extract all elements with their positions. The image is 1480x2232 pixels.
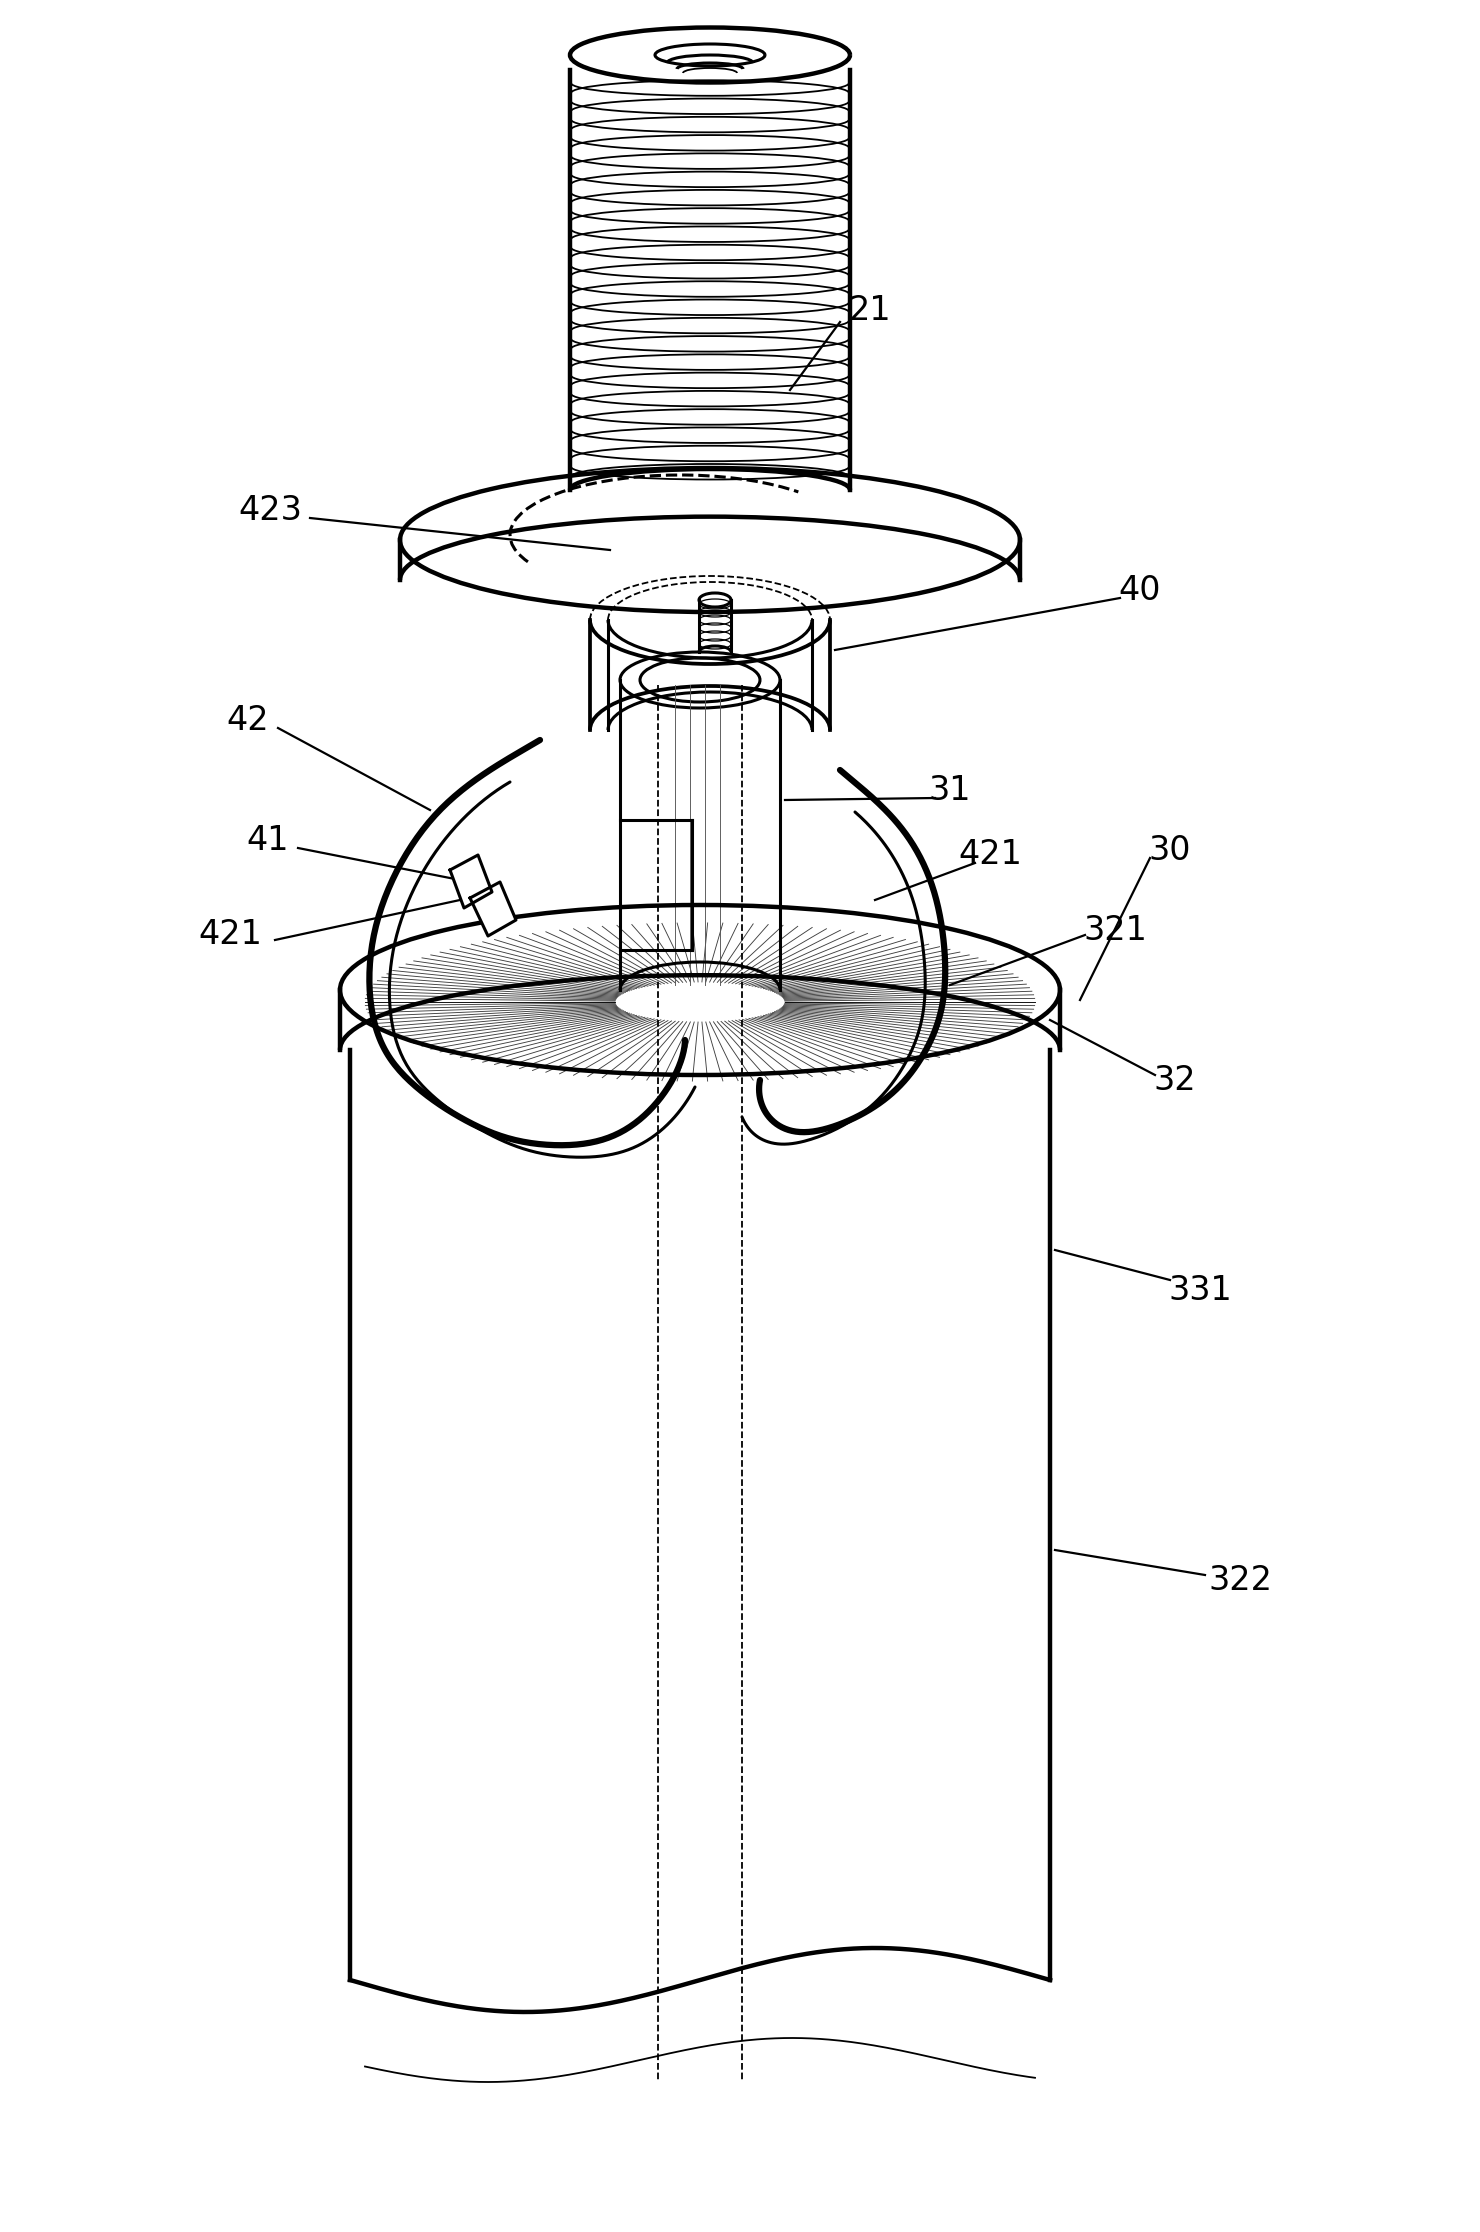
Text: 321: 321 [1083, 913, 1147, 946]
Polygon shape [622, 681, 778, 991]
Text: 41: 41 [247, 824, 289, 857]
Text: 32: 32 [1154, 1062, 1196, 1096]
Text: 40: 40 [1119, 574, 1162, 607]
Text: 42: 42 [226, 703, 269, 737]
Text: 30: 30 [1148, 833, 1191, 866]
Text: 421: 421 [958, 839, 1021, 870]
Polygon shape [450, 855, 491, 908]
Text: 322: 322 [1208, 1562, 1271, 1596]
Text: 21: 21 [848, 292, 891, 326]
Text: 421: 421 [198, 920, 262, 951]
Text: 31: 31 [929, 775, 971, 806]
Text: 423: 423 [238, 493, 302, 527]
Text: 331: 331 [1168, 1274, 1231, 1306]
Polygon shape [471, 882, 517, 935]
